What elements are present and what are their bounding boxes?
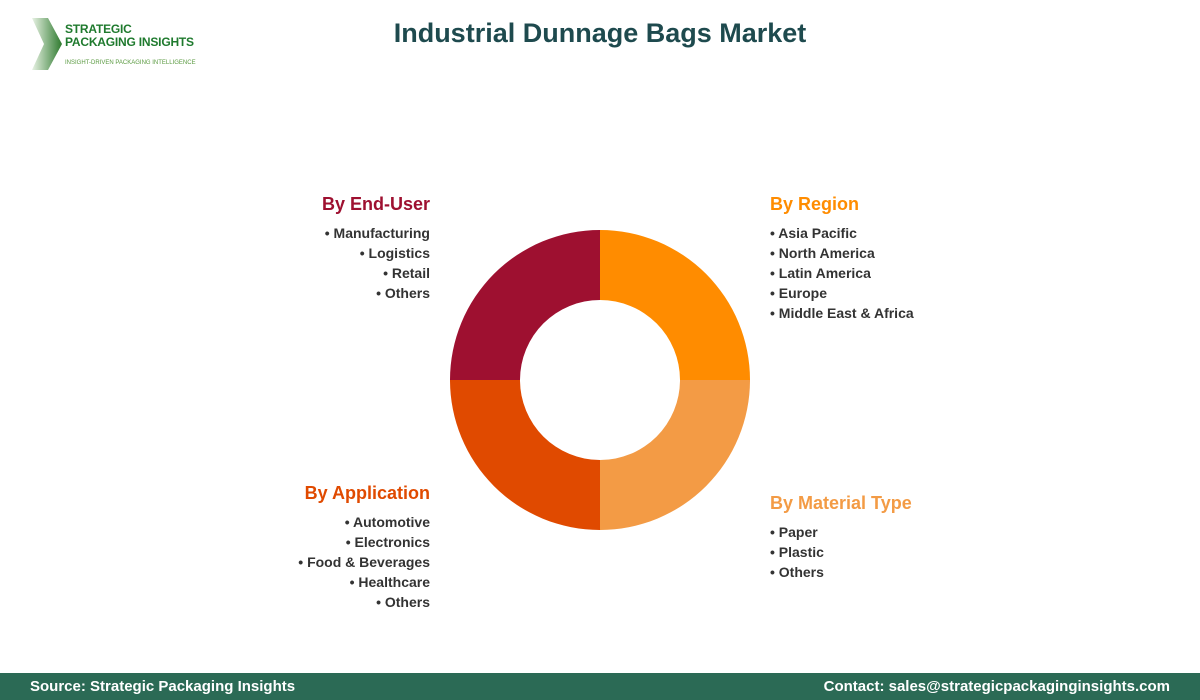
segment-by-material-type: By Material Type PaperPlasticOthers xyxy=(770,493,912,582)
segment-item: Others xyxy=(298,592,430,612)
segment-item: Food & Beverages xyxy=(298,552,430,572)
segment-item: Retail xyxy=(322,263,430,283)
segment-item: Plastic xyxy=(770,542,912,562)
page-title: Industrial Dunnage Bags Market xyxy=(393,18,807,48)
donut-segment-material xyxy=(600,380,750,530)
logo-tagline: INSIGHT-DRIVEN PACKAGING INTELLIGENCE xyxy=(65,60,196,66)
segment-item: Asia Pacific xyxy=(770,223,914,243)
segment-item: North America xyxy=(770,243,914,263)
donut-segment-application xyxy=(450,380,600,530)
segment-item: Middle East & Africa xyxy=(770,303,914,323)
segment-item: Latin America xyxy=(770,263,914,283)
segment-item: Electronics xyxy=(298,532,430,552)
logo-chevron-icon xyxy=(32,18,62,70)
segment-item: Manufacturing xyxy=(322,223,430,243)
segment-item: Logistics xyxy=(322,243,430,263)
segment-item: Automotive xyxy=(298,512,430,532)
segment-heading: By Material Type xyxy=(770,493,912,513)
footer: Source: Strategic Packaging Insights Con… xyxy=(0,673,1200,700)
segment-item: Healthcare xyxy=(298,572,430,592)
segment-item: Others xyxy=(770,562,912,582)
segment-item: Others xyxy=(322,283,430,303)
source-text: Source: Strategic Packaging Insights xyxy=(30,678,296,695)
segment-item: Paper xyxy=(770,522,912,542)
segment-item: Europe xyxy=(770,283,914,303)
segment-by-application: By Application AutomotiveElectronicsFood … xyxy=(298,483,430,612)
logo-text: STRATEGIC PACKAGING INSIGHTS xyxy=(65,22,194,49)
segment-heading: By Region xyxy=(770,194,860,214)
contact-text: Contact: sales@strategicpackaginginsight… xyxy=(823,678,1170,695)
segment-heading: By Application xyxy=(304,483,430,503)
segment-heading: By End-User xyxy=(321,194,430,214)
segment-by-region: By Region Asia PacificNorth AmericaLatin … xyxy=(770,194,914,323)
segment-by-end-user: By End-User ManufacturingLogisticsRetailO… xyxy=(322,194,430,303)
donut-segment-region xyxy=(600,230,750,380)
donut-segment-enduser xyxy=(450,230,600,380)
logo: STRATEGIC PACKAGING INSIGHTS INSIGHT-DRIV… xyxy=(32,18,202,74)
